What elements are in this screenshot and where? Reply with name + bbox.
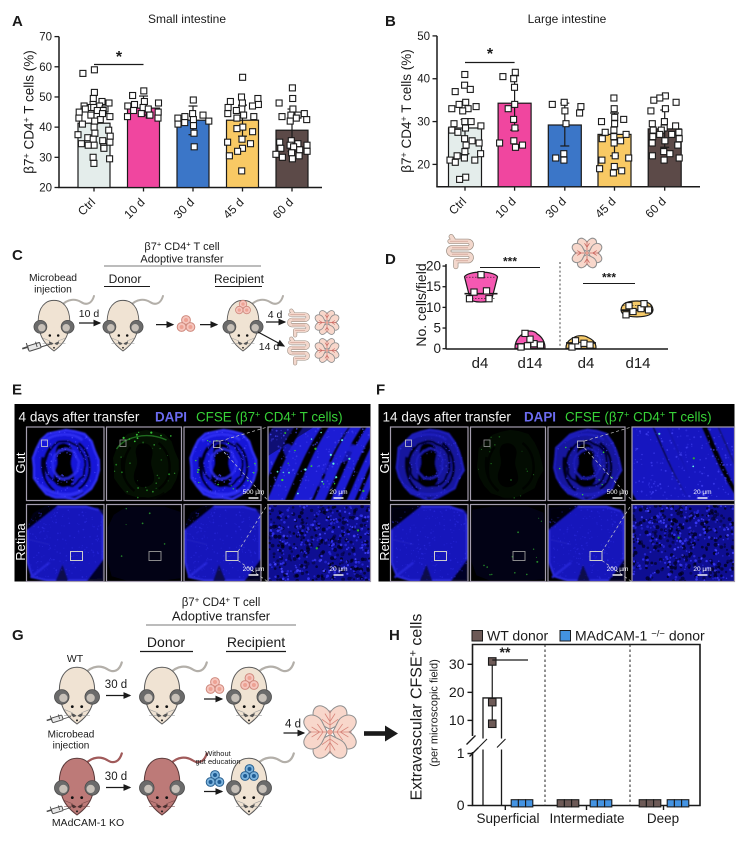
svg-text:Retina: Retina xyxy=(377,522,392,560)
svg-text:500 µm: 500 µm xyxy=(243,489,265,496)
svg-text:β7+ CD4+ T cell: β7+ CD4+ T cell xyxy=(144,240,219,253)
svg-text:Adoptive transfer: Adoptive transfer xyxy=(140,254,223,266)
svg-text:45 d: 45 d xyxy=(220,195,246,221)
svg-text:30 d: 30 d xyxy=(105,771,127,783)
svg-text:45 d: 45 d xyxy=(592,194,618,220)
svg-text:20: 20 xyxy=(449,684,465,700)
svg-text:14 d: 14 d xyxy=(259,341,280,353)
svg-text:CFSE (β7+ CD4+ T cells): CFSE (β7+ CD4+ T cells) xyxy=(196,410,343,425)
svg-text:20: 20 xyxy=(426,258,441,273)
svg-text:1: 1 xyxy=(457,745,465,761)
svg-text:Large intestine: Large intestine xyxy=(528,12,607,26)
svg-text:60 d: 60 d xyxy=(270,195,296,221)
svg-text:500 µm: 500 µm xyxy=(607,489,629,496)
svg-text:40: 40 xyxy=(39,122,52,134)
svg-text:B: B xyxy=(385,13,396,30)
svg-text:50: 50 xyxy=(417,31,430,43)
svg-text:injection: injection xyxy=(53,741,90,752)
svg-text:gut education: gut education xyxy=(195,757,240,766)
svg-text:CFSE (β7+ CD4+ T cells): CFSE (β7+ CD4+ T cells) xyxy=(565,410,712,425)
svg-text:70: 70 xyxy=(39,32,52,44)
svg-text:***: *** xyxy=(602,271,616,285)
svg-text:*: * xyxy=(487,46,494,63)
svg-text:10 d: 10 d xyxy=(79,308,100,320)
svg-text:4 days after transfer: 4 days after transfer xyxy=(19,410,140,425)
svg-text:*: * xyxy=(116,49,123,66)
svg-text:Gut: Gut xyxy=(377,452,392,473)
svg-text:30 d: 30 d xyxy=(105,679,127,691)
svg-text:14 days after transfer: 14 days after transfer xyxy=(383,410,512,425)
svg-text:60: 60 xyxy=(39,62,52,74)
svg-text:Microbead: Microbead xyxy=(48,730,95,741)
svg-text:Ctrl: Ctrl xyxy=(75,195,98,218)
svg-text:Without: Without xyxy=(205,749,231,758)
svg-text:0: 0 xyxy=(457,797,465,813)
svg-text:Donor: Donor xyxy=(147,634,185,650)
svg-text:Intermediate: Intermediate xyxy=(549,811,624,826)
svg-text:30 d: 30 d xyxy=(543,194,569,220)
svg-text:10 d: 10 d xyxy=(121,195,147,221)
svg-text:d4: d4 xyxy=(472,355,489,372)
svg-text:H: H xyxy=(389,627,400,644)
svg-text:Superficial: Superficial xyxy=(476,811,539,826)
svg-text:30: 30 xyxy=(449,656,465,672)
svg-text:10: 10 xyxy=(449,712,465,728)
svg-text:A: A xyxy=(12,13,23,30)
svg-text:β7+ CD4+ T cell: β7+ CD4+ T cell xyxy=(182,596,261,609)
svg-text:10: 10 xyxy=(426,300,441,315)
svg-text:C: C xyxy=(12,247,23,264)
svg-text:d14: d14 xyxy=(517,355,542,372)
svg-text:4 d: 4 d xyxy=(268,309,283,321)
svg-text:30: 30 xyxy=(417,117,430,129)
svg-text:10 d: 10 d xyxy=(492,194,518,220)
svg-text:DAPI: DAPI xyxy=(155,410,187,425)
svg-text:20 µm: 20 µm xyxy=(329,566,347,573)
svg-text:β7+ CD4+ T cells (%): β7+ CD4+ T cells (%) xyxy=(399,49,414,172)
svg-text:(per microscopic field): (per microscopic field) xyxy=(429,659,441,767)
svg-text:WT: WT xyxy=(67,653,84,665)
svg-text:20 µm: 20 µm xyxy=(693,489,711,496)
svg-text:Gut: Gut xyxy=(13,452,28,473)
svg-text:DAPI: DAPI xyxy=(524,410,556,425)
svg-text:4 d: 4 d xyxy=(285,719,301,731)
svg-text:β7+ CD4+ T cells (%): β7+ CD4+ T cells (%) xyxy=(22,50,37,173)
svg-text:d14: d14 xyxy=(625,355,650,372)
svg-text:200 µm: 200 µm xyxy=(607,566,629,573)
svg-text:60 d: 60 d xyxy=(642,194,668,220)
svg-text:0: 0 xyxy=(433,341,441,356)
svg-text:Small intestine: Small intestine xyxy=(148,12,226,26)
svg-text:Deep: Deep xyxy=(647,811,679,826)
svg-text:20: 20 xyxy=(417,159,430,171)
svg-text:Ctrl: Ctrl xyxy=(446,194,469,217)
svg-text:MAdCAM-1 KO: MAdCAM-1 KO xyxy=(52,817,124,829)
svg-text:20 µm: 20 µm xyxy=(329,489,347,496)
svg-text:Recipient: Recipient xyxy=(214,272,265,286)
svg-text:20 µm: 20 µm xyxy=(693,566,711,573)
svg-text:Donor: Donor xyxy=(109,272,142,286)
svg-text:MAdCAM-1 −/− donor: MAdCAM-1 −/− donor xyxy=(575,628,705,644)
svg-text:30 d: 30 d xyxy=(171,195,197,221)
svg-text:D: D xyxy=(385,251,396,268)
svg-text:5: 5 xyxy=(433,320,441,335)
svg-text:injection: injection xyxy=(34,285,72,296)
svg-text:Retina: Retina xyxy=(13,522,28,560)
svg-text:WT donor: WT donor xyxy=(487,628,549,644)
svg-text:30: 30 xyxy=(39,152,52,164)
svg-text:Adoptive transfer: Adoptive transfer xyxy=(172,609,271,624)
svg-text:Extravascular CFSE+ cells: Extravascular CFSE+ cells xyxy=(408,614,426,801)
svg-text:50: 50 xyxy=(39,92,52,104)
svg-text:15: 15 xyxy=(426,279,441,294)
svg-text:20: 20 xyxy=(39,183,52,195)
svg-text:G: G xyxy=(12,627,24,644)
svg-text:E: E xyxy=(12,382,22,399)
svg-text:Recipient: Recipient xyxy=(227,634,285,650)
svg-text:d4: d4 xyxy=(578,355,595,372)
svg-text:Microbead: Microbead xyxy=(29,273,77,284)
svg-text:**: ** xyxy=(500,644,511,660)
svg-text:40: 40 xyxy=(417,74,430,86)
svg-text:200 µm: 200 µm xyxy=(243,566,265,573)
svg-text:No. cells/field: No. cells/field xyxy=(413,263,429,346)
svg-text:***: *** xyxy=(503,255,517,269)
svg-text:F: F xyxy=(376,382,385,399)
